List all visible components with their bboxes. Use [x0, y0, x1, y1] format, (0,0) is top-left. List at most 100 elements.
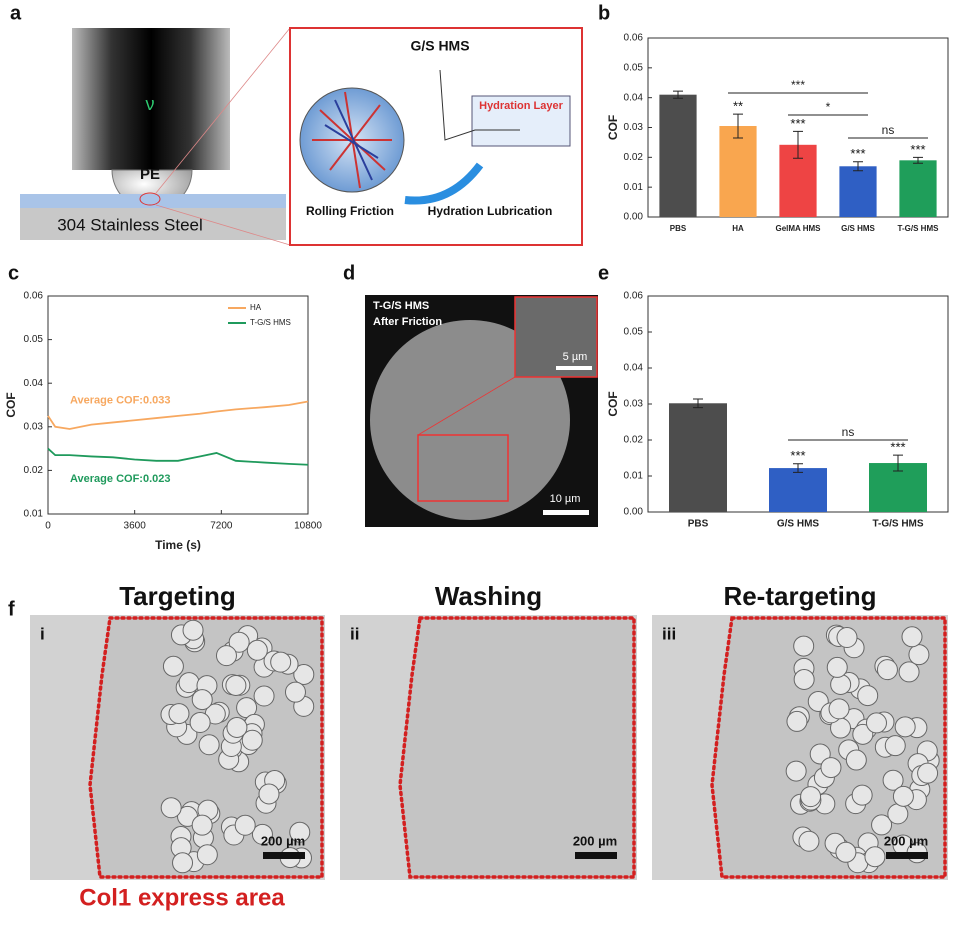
- significance-label: ***: [890, 440, 905, 455]
- microsphere: [253, 685, 275, 707]
- sem-roi: [417, 434, 509, 502]
- microsphere: [246, 639, 268, 661]
- microsphere: [172, 852, 194, 874]
- y-tick-label: 0.03: [624, 122, 644, 133]
- substrate: [20, 208, 286, 240]
- microsphere: [198, 734, 220, 756]
- x-tick-label: PBS: [670, 224, 687, 233]
- line-series: [47, 447, 309, 466]
- panel-label: d: [343, 262, 355, 284]
- y-tick-label: 0.05: [624, 327, 644, 338]
- microsphere: [786, 710, 808, 732]
- microsphere: [182, 619, 204, 641]
- caption: Hydration Lubrication: [428, 204, 553, 218]
- zoom-line: [155, 204, 291, 246]
- error-bar: [693, 398, 703, 409]
- y-tick-label: 0.04: [624, 363, 644, 374]
- bar: [659, 94, 697, 217]
- error-bar: [893, 454, 903, 472]
- microsphere: [871, 814, 893, 836]
- microsphere: [225, 674, 247, 696]
- microsphere: [826, 656, 848, 678]
- image-numeral: iii: [662, 624, 676, 643]
- significance-label: **: [733, 99, 743, 114]
- microsphere: [857, 685, 879, 707]
- microsphere: [251, 823, 273, 845]
- y-tick-label: 0.06: [624, 291, 644, 302]
- panel-label: c: [8, 262, 19, 284]
- microscopy-image: [652, 615, 948, 880]
- bar: [769, 468, 827, 512]
- y-axis-label: COF: [4, 392, 18, 417]
- scale-bar: [263, 852, 305, 859]
- zoom-line: [417, 376, 516, 436]
- comparison-label: ***: [791, 78, 805, 92]
- microsphere: [865, 712, 887, 734]
- arrow: [404, 162, 484, 205]
- y-tick-label: 0.05: [624, 62, 644, 73]
- legend-label: HA: [250, 303, 262, 312]
- significance-label: ***: [850, 146, 865, 161]
- image-numeral: ii: [350, 624, 359, 643]
- microscopy-caption: Col1 express area: [79, 884, 285, 911]
- microsphere: [836, 627, 858, 649]
- inset-scale-label: 5 µm: [563, 351, 588, 363]
- substrate-label: 304 Stainless Steel: [57, 215, 203, 234]
- error-bar: [733, 113, 743, 139]
- plot-frame: [47, 295, 309, 515]
- y-tick-label: 0.04: [624, 92, 644, 103]
- microsphere: [917, 762, 939, 784]
- zoom-spot: [139, 192, 161, 206]
- comparison-label: ns: [842, 425, 855, 439]
- error-bar: [673, 90, 683, 99]
- scale-label: 10 µm: [550, 493, 581, 505]
- microsphere: [270, 651, 292, 673]
- col1-region: [398, 616, 636, 879]
- microsphere: [168, 703, 190, 725]
- microsphere: [851, 784, 873, 806]
- scale-label: 200 µm: [261, 833, 305, 848]
- sem-image: T-G/S HMS After Friction 5 µm 10 µm: [365, 295, 598, 527]
- x-tick-label: HA: [732, 224, 744, 233]
- y-tick-label: 0.01: [624, 182, 644, 193]
- error-bar: [793, 463, 803, 473]
- microscopy-image: [30, 615, 325, 880]
- y-tick-label: 0.01: [624, 471, 644, 482]
- microsphere: [830, 673, 852, 695]
- microsphere: [820, 757, 842, 779]
- microsphere: [793, 635, 815, 657]
- microsphere: [189, 711, 211, 733]
- x-tick-label: G/S HMS: [841, 224, 875, 233]
- microsphere: [798, 830, 820, 852]
- panel-label: e: [598, 262, 609, 284]
- microsphere: [901, 626, 923, 648]
- velocity-icon: ν: [146, 94, 155, 114]
- microsphere: [908, 644, 930, 666]
- bar: [669, 403, 727, 512]
- microsphere: [234, 814, 256, 836]
- x-tick-label: 7200: [210, 521, 233, 532]
- microsphere: [800, 786, 822, 808]
- microsphere: [191, 814, 213, 836]
- scale-bar: [886, 852, 928, 859]
- x-tick-label: 3600: [124, 521, 147, 532]
- microsphere: [852, 723, 874, 745]
- microsphere: [894, 716, 916, 738]
- hydration-box: [471, 95, 571, 147]
- y-tick-label: 0.01: [24, 509, 44, 520]
- microsphere: [284, 681, 306, 703]
- x-tick-label: 10800: [294, 521, 322, 532]
- microsphere: [887, 803, 909, 825]
- microscopy-image: [340, 615, 637, 880]
- error-bar: [913, 156, 923, 164]
- probe-label: PE: [140, 166, 160, 183]
- significance-label: ***: [910, 142, 925, 157]
- microsphere: [892, 785, 914, 807]
- bar: [719, 126, 757, 217]
- microsphere: [793, 668, 815, 690]
- molecule: [439, 69, 520, 141]
- significance-label: ***: [790, 448, 805, 463]
- y-tick-label: 0.00: [624, 212, 644, 223]
- caption: Rolling Friction: [306, 204, 394, 218]
- sem-title: T-G/S HMS: [373, 300, 429, 312]
